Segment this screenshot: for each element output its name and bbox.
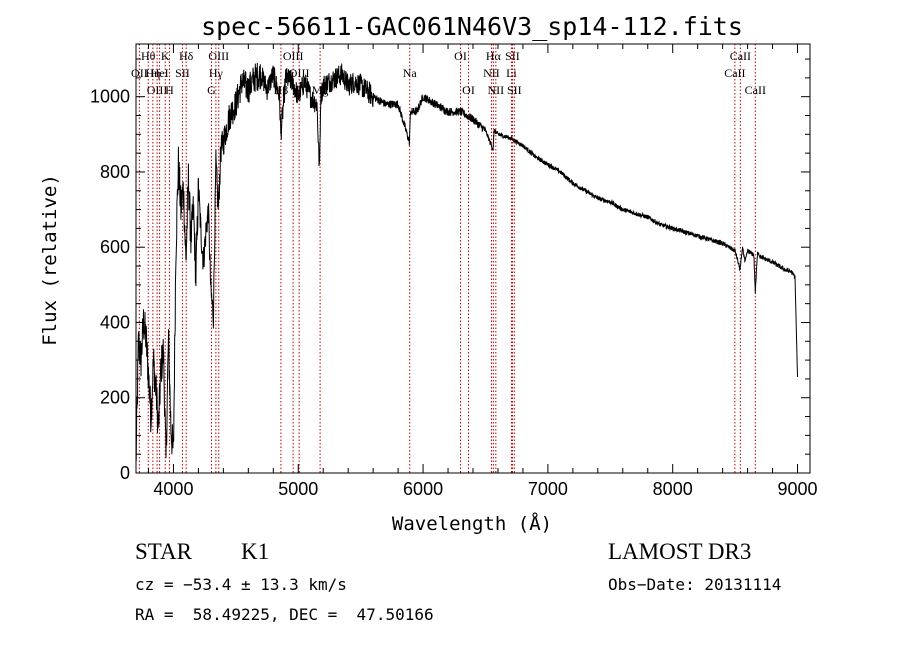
line-label: Hδ [179,49,194,63]
line-label: K [161,49,170,63]
line-label: HeI [151,66,169,80]
y-tick-label: 600 [100,237,130,257]
line-label: SII [505,49,520,63]
spectrum-line [135,62,798,462]
y-tick-label: 1000 [90,87,130,107]
line-label: Hη [145,66,160,80]
x-tick-label: 5000 [278,479,318,499]
x-tick-label: 6000 [403,479,443,499]
x-tick-label: 4000 [153,479,193,499]
line-label: OII [131,66,148,80]
line-label: Li [506,66,517,80]
chart-title: spec-56611-GAC061N46V3_sp14-112.fits [201,12,743,41]
survey-label: LAMOST DR3 [608,539,752,564]
line-label: NII [488,83,505,97]
line-label: OIII [283,49,304,63]
line-label: SII [175,66,190,80]
axis-ticks: 4000 5000 6000 7000 8000 9000 0 200 400 600 800 100… [90,44,818,499]
x-axis-label: Wavelength (Å) [392,512,552,535]
x-tick-label: 7000 [528,479,568,499]
line-label: CaII [745,83,766,97]
line-label: Hγ [209,66,224,80]
line-label: G [207,83,216,97]
y-axis-label: Flux (relative) [39,174,61,346]
coordinates: RA = 58.49225, DEC = 47.50166 [135,605,434,624]
line-label: Na [403,66,418,80]
line-label: Hθ [141,49,156,63]
line-label: SII [507,83,522,97]
line-label: Hα [486,49,502,63]
y-tick-label: 0 [120,463,130,483]
line-label: H [165,83,174,97]
line-label: OIII [208,49,229,63]
x-tick-label: 8000 [653,479,693,499]
line-label: NII [483,66,500,80]
y-tick-label: 200 [100,388,130,408]
y-tick-label: 800 [100,162,130,182]
obs-date: Obs−Date: 20131114 [608,575,782,594]
y-tick-label: 400 [100,312,130,332]
x-tick-label: 9000 [777,479,817,499]
line-label: OIII [147,83,168,97]
line-label: OI [462,83,475,97]
object-class: STAR [135,539,192,564]
line-label: OI [454,49,467,63]
line-label: OIII [289,66,310,80]
line-label: CaII [730,49,751,63]
object-subclass: K1 [241,539,270,564]
line-label: CaII [724,66,745,80]
redshift-cz: cz = −53.4 ± 13.3 km/s [135,575,347,594]
